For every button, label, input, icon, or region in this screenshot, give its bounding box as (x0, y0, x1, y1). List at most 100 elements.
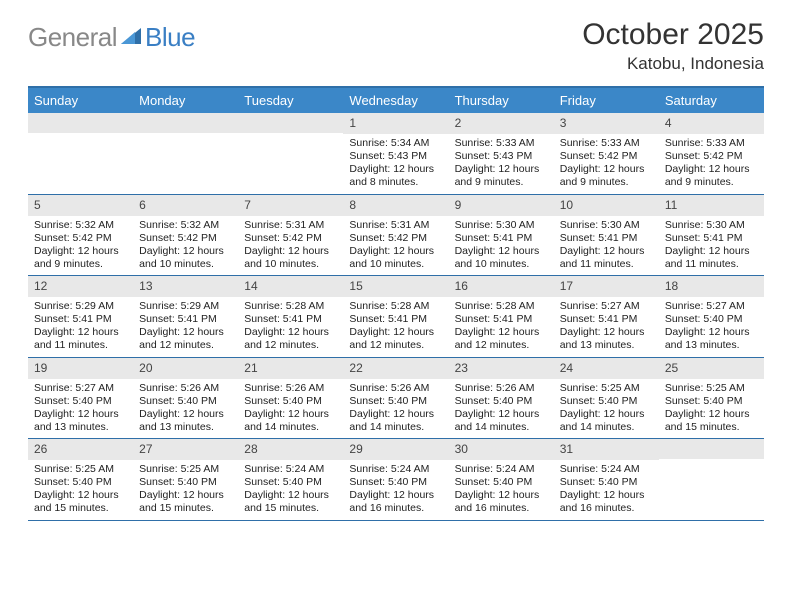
day-body (28, 133, 133, 140)
day-number: 13 (133, 276, 238, 297)
day-cell: 30Sunrise: 5:24 AMSunset: 5:40 PMDayligh… (449, 439, 554, 520)
sunset-text: Sunset: 5:40 PM (455, 395, 548, 408)
sunset-text: Sunset: 5:41 PM (560, 313, 653, 326)
day-body (133, 133, 238, 140)
day-body: Sunrise: 5:30 AMSunset: 5:41 PMDaylight:… (659, 216, 764, 276)
day-header-sunday: Sunday (28, 88, 133, 113)
page-header: General Blue October 2025 Katobu, Indone… (28, 18, 764, 74)
day-body: Sunrise: 5:29 AMSunset: 5:41 PMDaylight:… (133, 297, 238, 357)
day-cell: 31Sunrise: 5:24 AMSunset: 5:40 PMDayligh… (554, 439, 659, 520)
daylight-text: Daylight: 12 hours and 10 minutes. (244, 245, 337, 271)
sunset-text: Sunset: 5:40 PM (349, 395, 442, 408)
week-row: 1Sunrise: 5:34 AMSunset: 5:43 PMDaylight… (28, 113, 764, 195)
day-number: 25 (659, 358, 764, 379)
daylight-text: Daylight: 12 hours and 15 minutes. (244, 489, 337, 515)
sunrise-text: Sunrise: 5:26 AM (244, 382, 337, 395)
day-number: 9 (449, 195, 554, 216)
sunset-text: Sunset: 5:40 PM (139, 476, 232, 489)
day-number (133, 113, 238, 133)
day-cell: 3Sunrise: 5:33 AMSunset: 5:42 PMDaylight… (554, 113, 659, 194)
day-number: 14 (238, 276, 343, 297)
day-cell: 28Sunrise: 5:24 AMSunset: 5:40 PMDayligh… (238, 439, 343, 520)
daylight-text: Daylight: 12 hours and 12 minutes. (139, 326, 232, 352)
day-number: 30 (449, 439, 554, 460)
sunrise-text: Sunrise: 5:32 AM (34, 219, 127, 232)
day-cell: 10Sunrise: 5:30 AMSunset: 5:41 PMDayligh… (554, 195, 659, 276)
day-cell: 1Sunrise: 5:34 AMSunset: 5:43 PMDaylight… (343, 113, 448, 194)
week-row: 5Sunrise: 5:32 AMSunset: 5:42 PMDaylight… (28, 195, 764, 277)
sunrise-text: Sunrise: 5:29 AM (34, 300, 127, 313)
sunrise-text: Sunrise: 5:29 AM (139, 300, 232, 313)
day-body: Sunrise: 5:27 AMSunset: 5:40 PMDaylight:… (28, 379, 133, 439)
sunset-text: Sunset: 5:40 PM (560, 395, 653, 408)
day-body: Sunrise: 5:25 AMSunset: 5:40 PMDaylight:… (659, 379, 764, 439)
sunset-text: Sunset: 5:42 PM (139, 232, 232, 245)
sunrise-text: Sunrise: 5:32 AM (139, 219, 232, 232)
daylight-text: Daylight: 12 hours and 10 minutes. (349, 245, 442, 271)
day-body: Sunrise: 5:24 AMSunset: 5:40 PMDaylight:… (238, 460, 343, 520)
day-body: Sunrise: 5:24 AMSunset: 5:40 PMDaylight:… (449, 460, 554, 520)
sunset-text: Sunset: 5:41 PM (665, 232, 758, 245)
daylight-text: Daylight: 12 hours and 14 minutes. (244, 408, 337, 434)
day-body: Sunrise: 5:26 AMSunset: 5:40 PMDaylight:… (133, 379, 238, 439)
day-body: Sunrise: 5:25 AMSunset: 5:40 PMDaylight:… (133, 460, 238, 520)
day-body: Sunrise: 5:33 AMSunset: 5:42 PMDaylight:… (554, 134, 659, 194)
logo-text-blue: Blue (145, 22, 195, 53)
day-number: 6 (133, 195, 238, 216)
day-body: Sunrise: 5:26 AMSunset: 5:40 PMDaylight:… (343, 379, 448, 439)
daylight-text: Daylight: 12 hours and 9 minutes. (560, 163, 653, 189)
sunrise-text: Sunrise: 5:30 AM (665, 219, 758, 232)
sunrise-text: Sunrise: 5:25 AM (34, 463, 127, 476)
sunrise-text: Sunrise: 5:26 AM (349, 382, 442, 395)
day-body: Sunrise: 5:27 AMSunset: 5:40 PMDaylight:… (659, 297, 764, 357)
sunrise-text: Sunrise: 5:25 AM (560, 382, 653, 395)
day-cell: 5Sunrise: 5:32 AMSunset: 5:42 PMDaylight… (28, 195, 133, 276)
daylight-text: Daylight: 12 hours and 12 minutes. (244, 326, 337, 352)
daylight-text: Daylight: 12 hours and 14 minutes. (560, 408, 653, 434)
daylight-text: Daylight: 12 hours and 13 minutes. (139, 408, 232, 434)
day-number (238, 113, 343, 133)
sunrise-text: Sunrise: 5:24 AM (244, 463, 337, 476)
daylight-text: Daylight: 12 hours and 9 minutes. (665, 163, 758, 189)
day-header-saturday: Saturday (659, 88, 764, 113)
day-number: 24 (554, 358, 659, 379)
sunset-text: Sunset: 5:40 PM (244, 395, 337, 408)
week-row: 19Sunrise: 5:27 AMSunset: 5:40 PMDayligh… (28, 358, 764, 440)
day-body: Sunrise: 5:27 AMSunset: 5:41 PMDaylight:… (554, 297, 659, 357)
sunset-text: Sunset: 5:41 PM (455, 313, 548, 326)
day-number: 4 (659, 113, 764, 134)
day-cell: 4Sunrise: 5:33 AMSunset: 5:42 PMDaylight… (659, 113, 764, 194)
daylight-text: Daylight: 12 hours and 9 minutes. (455, 163, 548, 189)
title-block: October 2025 Katobu, Indonesia (582, 18, 764, 74)
sunset-text: Sunset: 5:40 PM (560, 476, 653, 489)
daylight-text: Daylight: 12 hours and 15 minutes. (665, 408, 758, 434)
day-number: 15 (343, 276, 448, 297)
day-cell (238, 113, 343, 194)
sunset-text: Sunset: 5:43 PM (455, 150, 548, 163)
day-cell: 6Sunrise: 5:32 AMSunset: 5:42 PMDaylight… (133, 195, 238, 276)
sunrise-text: Sunrise: 5:33 AM (455, 137, 548, 150)
day-body: Sunrise: 5:25 AMSunset: 5:40 PMDaylight:… (554, 379, 659, 439)
logo-triangle-icon (121, 26, 143, 49)
sunset-text: Sunset: 5:42 PM (349, 232, 442, 245)
day-number: 7 (238, 195, 343, 216)
day-number: 2 (449, 113, 554, 134)
sunset-text: Sunset: 5:42 PM (34, 232, 127, 245)
week-row: 12Sunrise: 5:29 AMSunset: 5:41 PMDayligh… (28, 276, 764, 358)
day-cell: 24Sunrise: 5:25 AMSunset: 5:40 PMDayligh… (554, 358, 659, 439)
weeks-container: 1Sunrise: 5:34 AMSunset: 5:43 PMDaylight… (28, 113, 764, 521)
day-body: Sunrise: 5:32 AMSunset: 5:42 PMDaylight:… (133, 216, 238, 276)
calendar-page: General Blue October 2025 Katobu, Indone… (0, 0, 792, 521)
day-header-row: Sunday Monday Tuesday Wednesday Thursday… (28, 88, 764, 113)
day-cell: 27Sunrise: 5:25 AMSunset: 5:40 PMDayligh… (133, 439, 238, 520)
day-body: Sunrise: 5:34 AMSunset: 5:43 PMDaylight:… (343, 134, 448, 194)
sunrise-text: Sunrise: 5:33 AM (665, 137, 758, 150)
day-number: 1 (343, 113, 448, 134)
day-body: Sunrise: 5:24 AMSunset: 5:40 PMDaylight:… (554, 460, 659, 520)
sunset-text: Sunset: 5:41 PM (34, 313, 127, 326)
day-number: 27 (133, 439, 238, 460)
sunset-text: Sunset: 5:40 PM (349, 476, 442, 489)
sunrise-text: Sunrise: 5:28 AM (349, 300, 442, 313)
sunrise-text: Sunrise: 5:24 AM (560, 463, 653, 476)
day-cell: 8Sunrise: 5:31 AMSunset: 5:42 PMDaylight… (343, 195, 448, 276)
